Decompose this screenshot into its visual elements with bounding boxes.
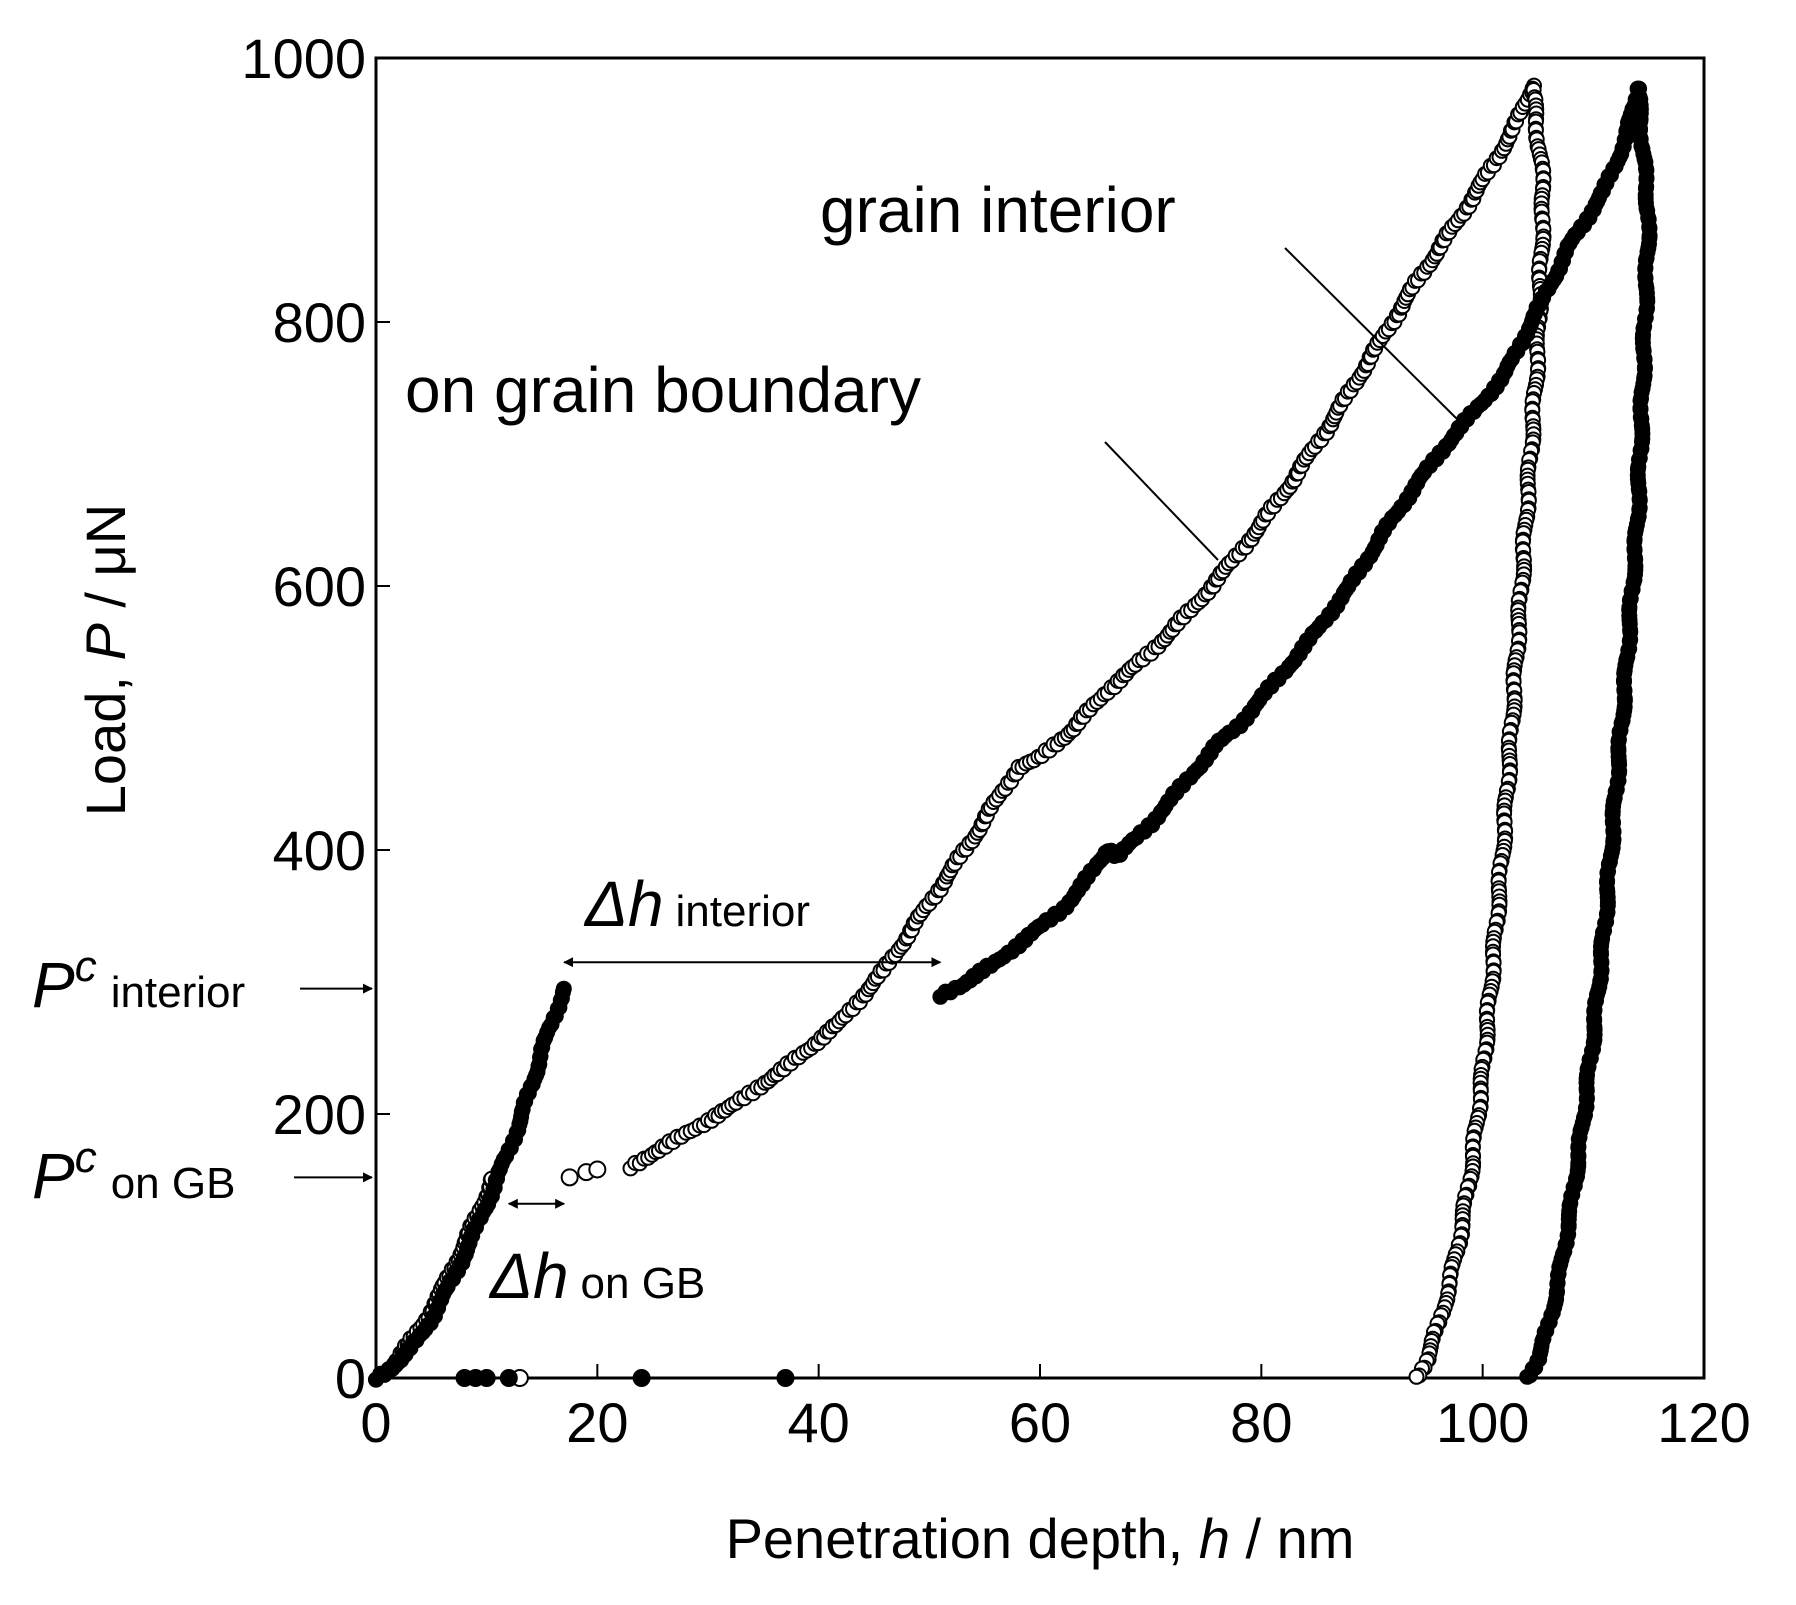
gi-point (1519, 1368, 1536, 1385)
x-tick-label: 20 (566, 1391, 628, 1454)
x-tick-label: 0 (360, 1391, 391, 1454)
x-tick-label: 60 (1009, 1391, 1071, 1454)
gi-point (555, 980, 572, 997)
gb-point (1408, 1368, 1425, 1385)
series-grain-interior (368, 80, 1658, 1388)
gb-popin-point (588, 1160, 607, 1179)
x-axis-title: Penetration depth, h / nm (726, 1507, 1355, 1570)
annotations (294, 247, 1459, 1209)
y-tick-label: 400 (273, 819, 366, 882)
gi-popin-point (477, 1369, 496, 1387)
x-tick-label: 120 (1657, 1391, 1750, 1454)
grain-interior-leader (1284, 247, 1459, 421)
y-tick-label: 800 (273, 291, 366, 354)
pc-interior-label: Pcinterior (32, 942, 245, 1021)
label-on-grain-boundary: on grain boundary (405, 354, 921, 426)
y-axis-ticks: 0 200 400 600 800 1000 (241, 27, 390, 1410)
label-grain-interior: grain interior (820, 174, 1176, 246)
x-tick-label: 40 (788, 1391, 850, 1454)
y-axis-title: Load, P / μN (74, 504, 137, 816)
y-tick-label: 0 (335, 1347, 366, 1410)
x-axis-ticks: 0 20 40 60 80 100 120 (360, 1364, 1751, 1454)
x-tick-label: 80 (1230, 1391, 1292, 1454)
gi-popin-point (632, 1369, 651, 1387)
x-tick-label: 100 (1436, 1391, 1529, 1454)
pc-gb-label: Pcon GB (32, 1133, 235, 1212)
delta-h-interior-label: Δh interior (583, 868, 810, 940)
gb-popin-point (560, 1168, 579, 1187)
on-grain-boundary-leader (1104, 441, 1219, 561)
series-on-grain-boundary (368, 77, 1552, 1388)
y-tick-label: 600 (273, 555, 366, 618)
gi-popin-point (776, 1369, 795, 1387)
y-tick-label: 200 (273, 1083, 366, 1146)
y-tick-label: 1000 (241, 27, 366, 90)
delta-h-gb-label: Δh on GB (488, 1240, 705, 1312)
gi-popin-point (499, 1369, 518, 1387)
